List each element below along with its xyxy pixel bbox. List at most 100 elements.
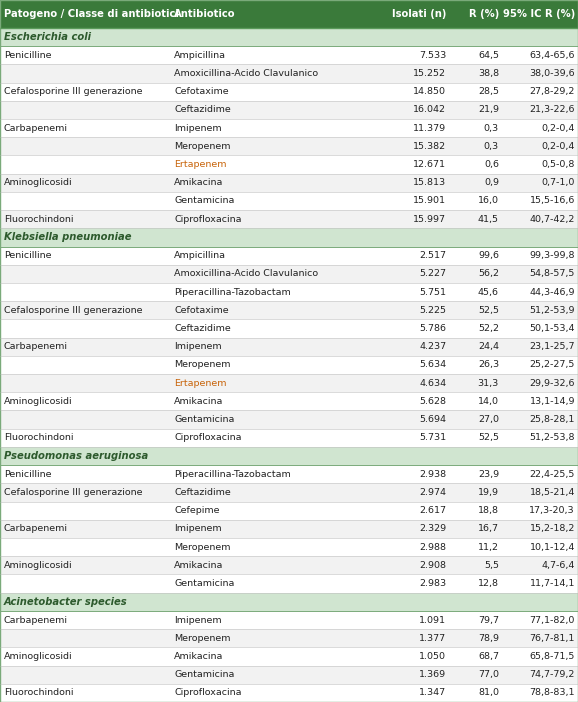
Text: 11,2: 11,2 xyxy=(478,543,499,552)
Bar xyxy=(502,592,578,611)
Bar xyxy=(373,374,449,392)
Text: 5.628: 5.628 xyxy=(419,397,446,406)
Text: Escherichia coli: Escherichia coli xyxy=(4,32,91,42)
Text: 52,2: 52,2 xyxy=(478,324,499,333)
Bar xyxy=(0,46,171,65)
Bar xyxy=(171,574,373,592)
Bar xyxy=(449,101,502,119)
Text: 15.901: 15.901 xyxy=(413,197,446,206)
Bar xyxy=(373,447,449,465)
Text: 1.091: 1.091 xyxy=(419,616,446,625)
Bar xyxy=(171,301,373,319)
Text: Gentamicina: Gentamicina xyxy=(175,670,235,679)
Text: Ciprofloxacina: Ciprofloxacina xyxy=(175,433,242,442)
Text: 0,5-0,8: 0,5-0,8 xyxy=(542,160,575,169)
Text: 63,4-65,6: 63,4-65,6 xyxy=(529,51,575,60)
Bar xyxy=(373,629,449,647)
Text: 16,0: 16,0 xyxy=(478,197,499,206)
Bar xyxy=(0,265,171,283)
Text: 0,3: 0,3 xyxy=(484,142,499,151)
Text: 65,8-71,5: 65,8-71,5 xyxy=(529,652,575,661)
Text: Cefalosporine III generazione: Cefalosporine III generazione xyxy=(4,87,143,96)
Bar xyxy=(171,684,373,702)
Text: Acinetobacter species: Acinetobacter species xyxy=(4,597,128,607)
Bar xyxy=(171,119,373,137)
Text: Penicilline: Penicilline xyxy=(4,470,51,479)
Text: 99,6: 99,6 xyxy=(478,251,499,260)
Text: 21,3-22,6: 21,3-22,6 xyxy=(529,105,575,114)
Text: 40,7-42,2: 40,7-42,2 xyxy=(529,215,575,224)
Text: 12.671: 12.671 xyxy=(413,160,446,169)
Bar xyxy=(373,65,449,83)
Text: Ciprofloxacina: Ciprofloxacina xyxy=(175,689,242,697)
Bar xyxy=(502,137,578,155)
Bar xyxy=(449,447,502,465)
Text: Carbapenemi: Carbapenemi xyxy=(4,524,68,534)
Text: Cefepime: Cefepime xyxy=(175,506,220,515)
Bar xyxy=(449,301,502,319)
Text: 0,2-0,4: 0,2-0,4 xyxy=(542,142,575,151)
Text: 22,4-25,5: 22,4-25,5 xyxy=(529,470,575,479)
Text: Ertapenem: Ertapenem xyxy=(175,160,227,169)
Bar xyxy=(0,502,171,519)
Text: Gentamicina: Gentamicina xyxy=(175,415,235,424)
Text: 16.042: 16.042 xyxy=(413,105,446,114)
Bar xyxy=(449,210,502,228)
Bar xyxy=(502,46,578,65)
Bar xyxy=(0,192,171,210)
Text: 77,0: 77,0 xyxy=(478,670,499,679)
Text: Ciprofloxacina: Ciprofloxacina xyxy=(175,215,242,224)
Text: 2.617: 2.617 xyxy=(419,506,446,515)
Text: Patogeno / Classe di antibiotici: Patogeno / Classe di antibiotici xyxy=(4,9,179,19)
Text: 15.252: 15.252 xyxy=(413,69,446,78)
Bar xyxy=(373,611,449,629)
Bar xyxy=(373,83,449,101)
Text: Imipenem: Imipenem xyxy=(175,124,222,133)
Text: 50,1-53,4: 50,1-53,4 xyxy=(529,324,575,333)
Text: Piperacillina-Tazobactam: Piperacillina-Tazobactam xyxy=(175,288,291,296)
Bar xyxy=(171,502,373,519)
Bar xyxy=(373,411,449,429)
Bar xyxy=(449,283,502,301)
Text: 5.786: 5.786 xyxy=(419,324,446,333)
Bar xyxy=(373,519,449,538)
Bar xyxy=(502,392,578,411)
Text: 15,5-16,6: 15,5-16,6 xyxy=(529,197,575,206)
Text: Penicilline: Penicilline xyxy=(4,51,51,60)
Bar xyxy=(171,46,373,65)
Bar xyxy=(0,465,171,484)
Text: 56,2: 56,2 xyxy=(478,270,499,278)
Bar xyxy=(502,228,578,246)
Text: Cefotaxime: Cefotaxime xyxy=(175,306,229,314)
Text: 0,3: 0,3 xyxy=(484,124,499,133)
Text: 76,7-81,1: 76,7-81,1 xyxy=(529,634,575,643)
Bar xyxy=(171,411,373,429)
Bar xyxy=(449,137,502,155)
Text: 18,5-21,4: 18,5-21,4 xyxy=(529,488,575,497)
Bar xyxy=(171,246,373,265)
Bar xyxy=(449,592,502,611)
Bar xyxy=(373,465,449,484)
Text: 5.227: 5.227 xyxy=(419,270,446,278)
Text: 26,3: 26,3 xyxy=(478,360,499,369)
Text: 13,1-14,9: 13,1-14,9 xyxy=(529,397,575,406)
Bar xyxy=(171,519,373,538)
Bar xyxy=(0,28,171,46)
Text: 24,4: 24,4 xyxy=(478,342,499,351)
Bar xyxy=(373,647,449,665)
Text: Meropenem: Meropenem xyxy=(175,360,231,369)
Text: 10,1-12,4: 10,1-12,4 xyxy=(529,543,575,552)
Text: Cefalosporine III generazione: Cefalosporine III generazione xyxy=(4,306,143,314)
Bar xyxy=(171,629,373,647)
Bar xyxy=(502,301,578,319)
Text: 1.050: 1.050 xyxy=(419,652,446,661)
Text: 51,2-53,9: 51,2-53,9 xyxy=(529,306,575,314)
Text: Carbapenemi: Carbapenemi xyxy=(4,616,68,625)
Text: Carbapenemi: Carbapenemi xyxy=(4,124,68,133)
Text: Penicilline: Penicilline xyxy=(4,251,51,260)
Text: Ampicillina: Ampicillina xyxy=(175,51,227,60)
Bar xyxy=(502,65,578,83)
Text: Amikacina: Amikacina xyxy=(175,561,224,570)
Bar xyxy=(171,0,373,28)
Text: Ceftazidime: Ceftazidime xyxy=(175,324,231,333)
